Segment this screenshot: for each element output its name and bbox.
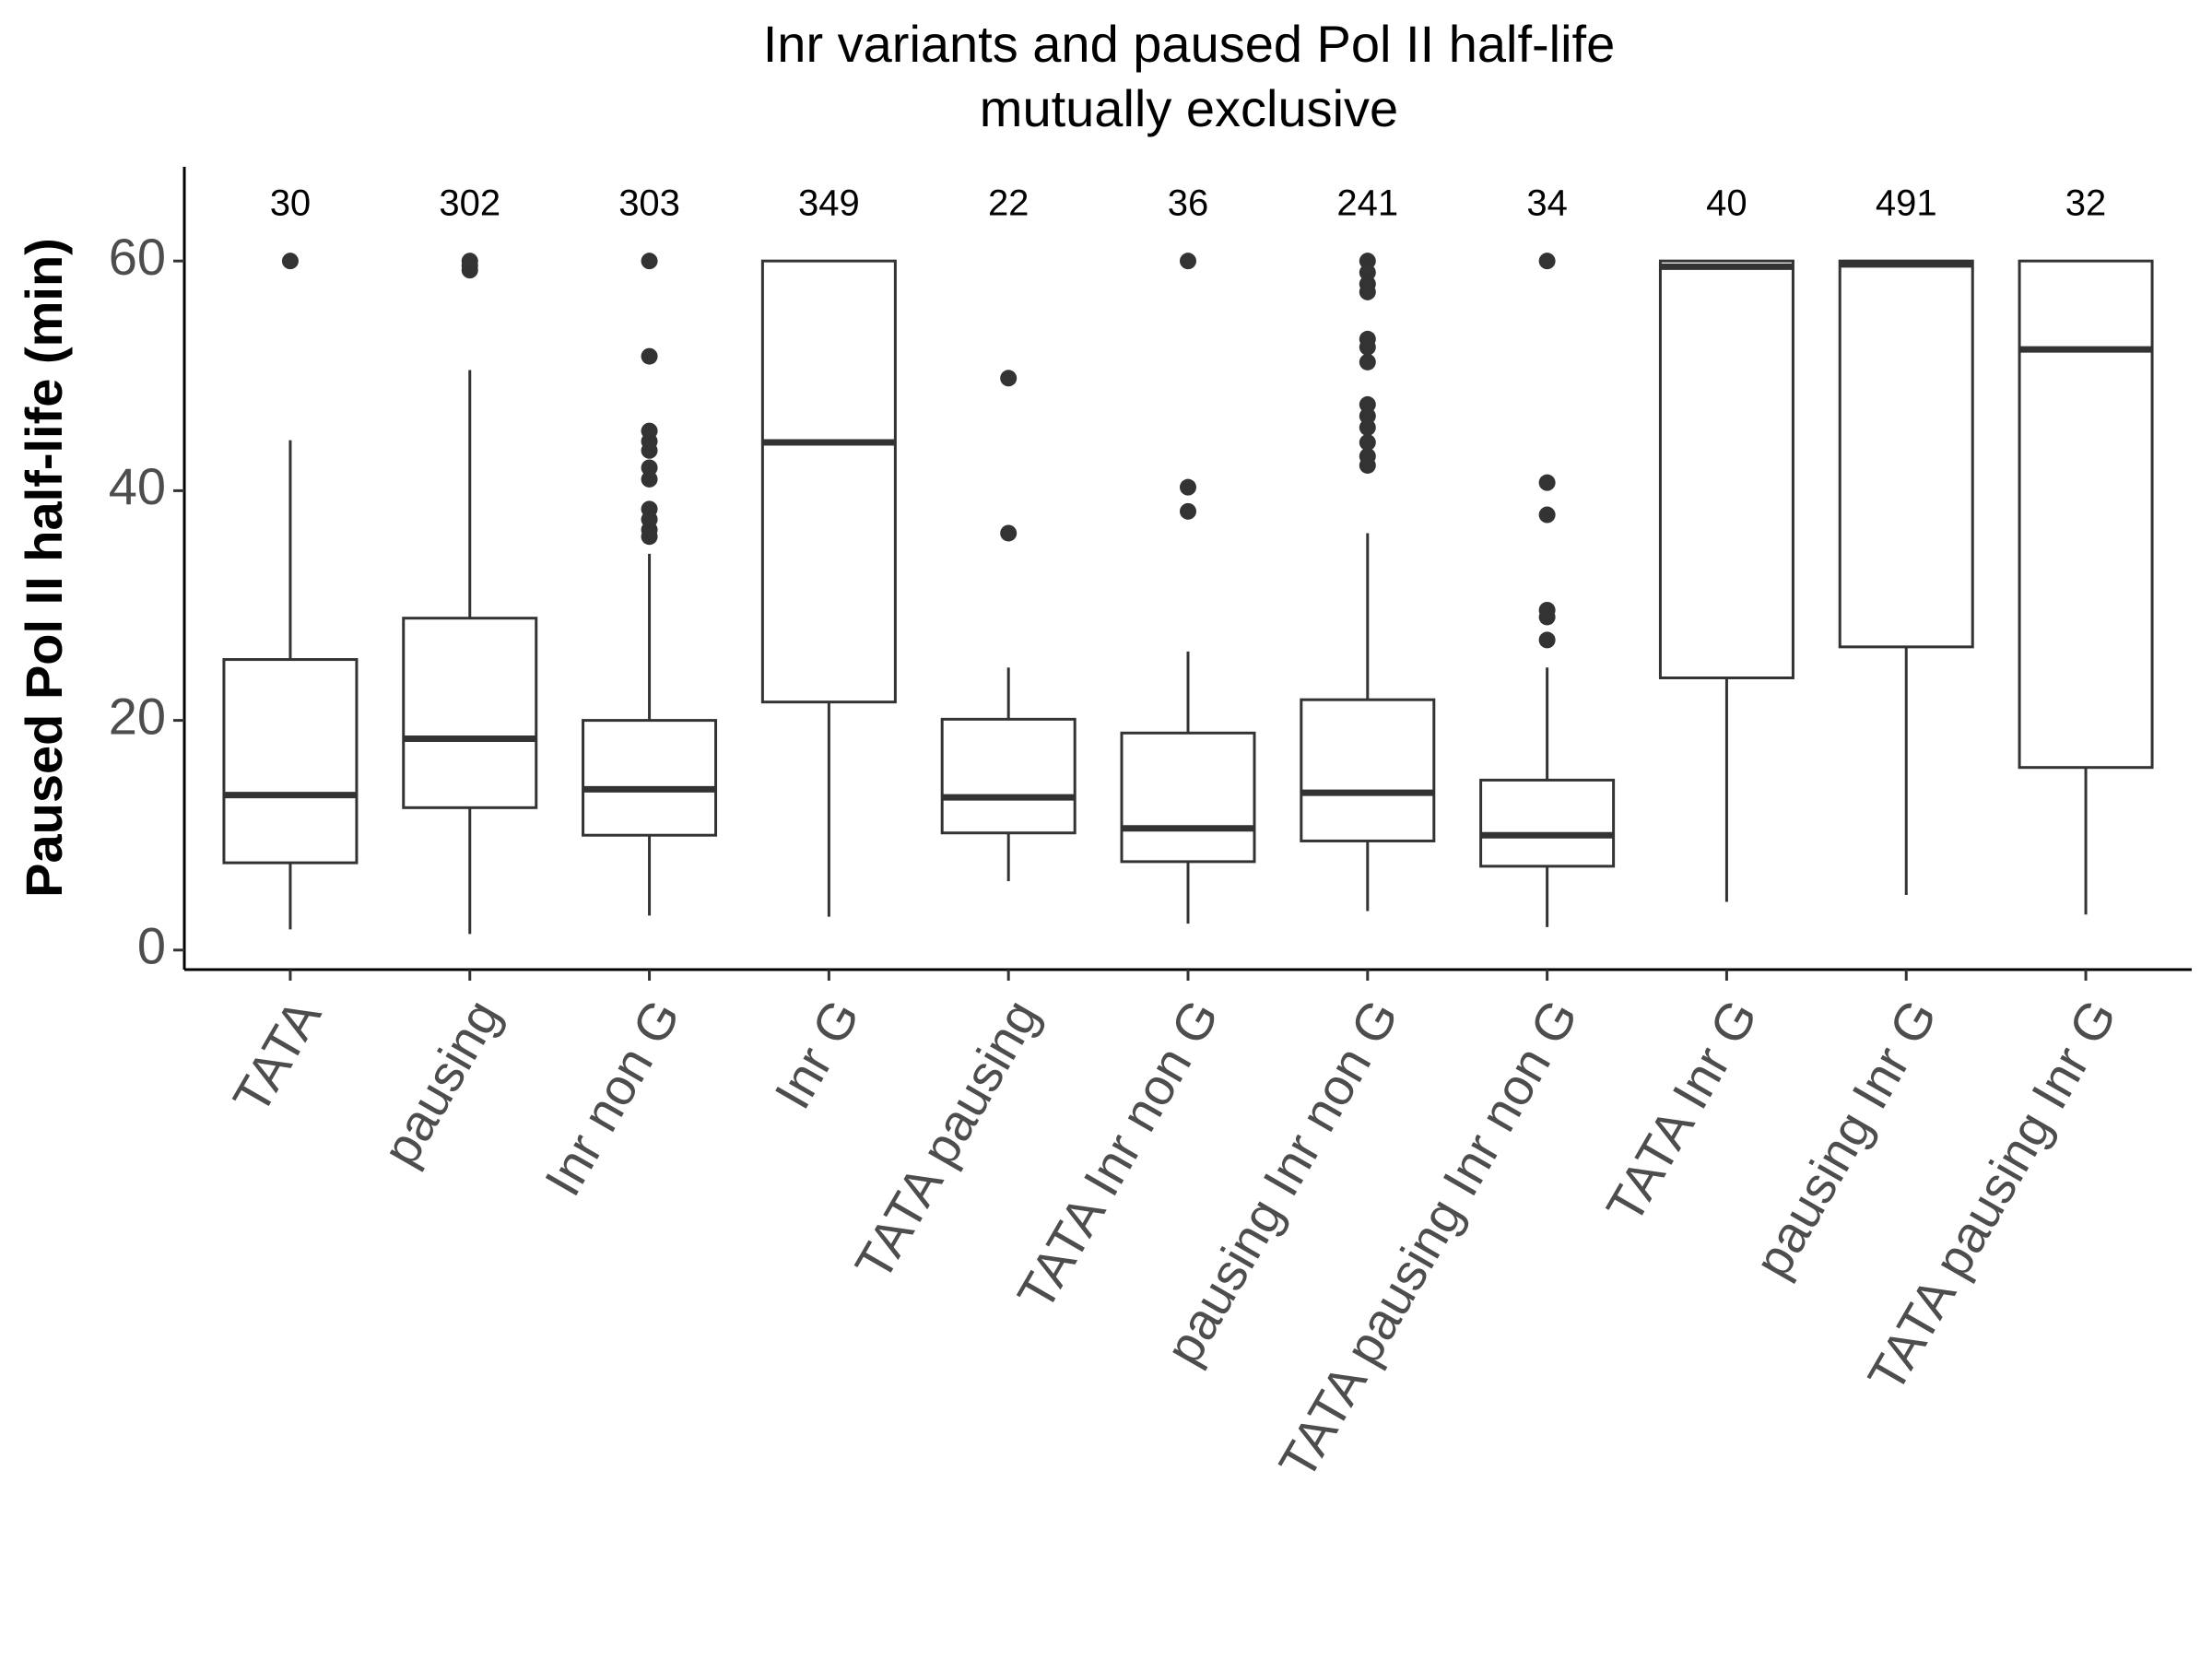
count-label: 22 xyxy=(988,183,1030,224)
box xyxy=(1300,698,1436,842)
y-tick-label: 40 xyxy=(109,457,166,515)
outlier xyxy=(1538,506,1556,524)
count-label: 34 xyxy=(1526,183,1568,224)
x-tick-label: TATA pausing xyxy=(843,990,1050,1289)
box xyxy=(582,719,718,837)
outlier xyxy=(1000,524,1018,542)
count-label: 30 xyxy=(270,183,312,224)
outlier xyxy=(641,528,658,546)
outlier xyxy=(1359,283,1376,300)
x-tick-label: TATA Inr non G xyxy=(1006,990,1230,1320)
outlier xyxy=(1359,407,1376,425)
outlier xyxy=(1000,370,1018,387)
box xyxy=(1838,259,1974,649)
outlier xyxy=(461,253,478,270)
outlier xyxy=(641,459,658,477)
outlier xyxy=(1359,338,1376,356)
outlier xyxy=(1359,418,1376,436)
outlier xyxy=(1538,253,1556,270)
count-label: 40 xyxy=(1706,183,1747,224)
count-label: 36 xyxy=(1168,183,1209,224)
outlier xyxy=(1180,502,1196,520)
y-tick-label: 0 xyxy=(137,917,166,975)
outlier xyxy=(641,253,658,270)
x-tick-label: TATA xyxy=(221,989,332,1123)
outlier xyxy=(1359,264,1376,281)
box xyxy=(2018,259,2154,770)
outlier xyxy=(1538,608,1556,626)
outlier xyxy=(641,441,658,459)
outlier xyxy=(1180,478,1196,496)
y-axis-title: Paused Pol II half-life (min) xyxy=(15,238,73,898)
count-label: 303 xyxy=(618,183,680,224)
outlier xyxy=(281,253,299,270)
chart-title: mutually exclusive xyxy=(980,79,1398,137)
outlier xyxy=(641,347,658,365)
box xyxy=(940,717,1077,835)
box xyxy=(1120,731,1256,864)
box xyxy=(760,259,897,704)
outlier xyxy=(1359,395,1376,413)
count-label: 241 xyxy=(1336,183,1398,224)
x-tick-label: pausing xyxy=(371,990,512,1175)
outlier xyxy=(1359,434,1376,452)
x-tick-label: pausing Inr G xyxy=(1743,990,1948,1288)
outlier xyxy=(1538,631,1556,649)
outlier xyxy=(1359,353,1376,371)
outlier xyxy=(1359,253,1376,270)
box xyxy=(1479,778,1616,868)
outlier xyxy=(1359,456,1376,474)
box xyxy=(222,658,359,865)
box xyxy=(1658,259,1794,679)
y-tick-label: 20 xyxy=(109,687,166,745)
box xyxy=(402,617,538,809)
outlier xyxy=(1538,474,1556,491)
y-tick-label: 60 xyxy=(109,228,166,286)
x-tick-label: Inr non G xyxy=(533,990,690,1206)
count-label: 302 xyxy=(439,183,500,224)
x-tick-label: Inr G xyxy=(763,990,871,1118)
chart-title: Inr variants and paused Pol II half-life xyxy=(763,15,1616,73)
outlier xyxy=(1180,253,1196,270)
count-label: 349 xyxy=(798,183,860,224)
x-tick-label: TATA Inr G xyxy=(1594,990,1768,1232)
count-label: 491 xyxy=(1876,183,1937,224)
outlier xyxy=(641,470,658,488)
count-label: 32 xyxy=(2065,183,2107,224)
